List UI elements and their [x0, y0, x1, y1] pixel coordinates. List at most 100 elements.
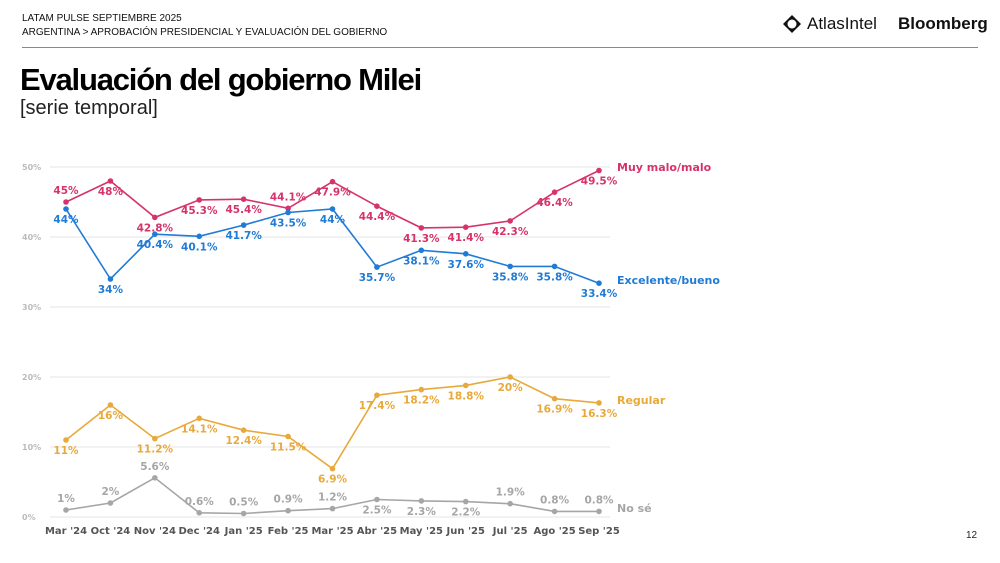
data-point — [462, 382, 469, 389]
atlasintel-diamond-icon — [783, 15, 801, 33]
x-tick-label: Jun '25 — [446, 526, 485, 537]
data-label: 44% — [320, 214, 346, 226]
data-point — [418, 225, 425, 231]
data-label: 2.3% — [407, 506, 437, 518]
data-label: 0.5% — [229, 497, 259, 509]
data-point — [374, 496, 380, 503]
data-label: 40.4% — [137, 239, 174, 251]
data-point — [107, 402, 114, 408]
data-label: 11.2% — [137, 444, 174, 456]
x-tick-label: Feb '25 — [268, 526, 309, 537]
data-point — [507, 500, 513, 507]
data-label: 11% — [53, 445, 79, 457]
data-label: 1.9% — [496, 487, 526, 499]
atlasintel-logo: AtlasIntel — [782, 14, 877, 34]
page-title: Evaluación del gobierno Milei — [20, 62, 422, 97]
data-label: 37.6% — [448, 259, 485, 271]
data-label: 1.2% — [318, 492, 348, 504]
data-point — [152, 231, 158, 237]
bloomberg-logo: Bloomberg — [898, 14, 988, 33]
data-label: 45% — [53, 185, 79, 197]
data-point — [418, 386, 425, 393]
data-point — [107, 276, 114, 282]
header-divider — [22, 47, 978, 48]
data-label: 35.7% — [359, 272, 396, 284]
y-tick-label: 10% — [22, 443, 41, 452]
data-label: 33.4% — [581, 288, 618, 300]
data-point — [462, 251, 469, 257]
data-point — [63, 199, 69, 205]
data-label: 45.3% — [181, 205, 218, 217]
data-label: 42.3% — [492, 226, 529, 238]
data-point — [240, 222, 247, 228]
data-label: 41.7% — [225, 230, 262, 242]
data-point — [462, 498, 469, 505]
data-label: 18.8% — [448, 390, 485, 402]
data-point — [152, 475, 158, 481]
y-tick-label: 20% — [22, 373, 41, 382]
data-label: 1% — [57, 493, 75, 505]
data-label: 48% — [98, 186, 124, 198]
data-point — [240, 510, 247, 517]
data-point — [196, 415, 203, 422]
y-tick-label: 30% — [22, 303, 41, 312]
y-tick-label: 40% — [22, 233, 41, 242]
data-point — [551, 508, 558, 515]
x-tick-label: Ago '25 — [533, 526, 575, 537]
data-label: 6.9% — [318, 474, 348, 486]
data-point — [63, 206, 69, 212]
data-point — [152, 435, 158, 442]
data-point — [551, 395, 558, 402]
data-point — [374, 264, 380, 270]
x-tick-label: May '25 — [400, 526, 443, 537]
data-label: 17.4% — [359, 400, 396, 412]
atlasintel-wordmark: AtlasIntel — [807, 14, 877, 33]
data-point — [329, 206, 336, 212]
data-label: 44% — [53, 214, 79, 226]
data-label: 34% — [98, 284, 124, 296]
x-tick-label: Dec '24 — [179, 526, 221, 537]
data-point — [462, 224, 469, 230]
page-subtitle: [serie temporal] — [20, 97, 158, 119]
data-label: 12.4% — [225, 435, 262, 447]
breadcrumb: ARGENTINA > APROBACIÓN PRESIDENCIAL Y EV… — [22, 27, 388, 38]
data-point — [63, 507, 69, 513]
series-label: Muy malo/malo — [617, 161, 712, 174]
data-label: 11.5% — [270, 442, 307, 454]
data-point — [107, 178, 114, 184]
data-label: 18.2% — [403, 395, 440, 407]
data-label: 35.8% — [536, 271, 573, 283]
data-label: 44.4% — [359, 211, 396, 223]
data-point — [596, 167, 602, 174]
data-point — [285, 205, 291, 212]
data-point — [551, 189, 558, 195]
data-point — [596, 280, 602, 287]
data-label: 16% — [98, 410, 124, 422]
data-point — [329, 505, 336, 512]
data-label: 42.8% — [137, 222, 174, 234]
data-label: 0.8% — [584, 494, 614, 506]
data-point — [418, 247, 425, 254]
data-label: 41.3% — [403, 233, 440, 245]
data-point — [196, 510, 203, 516]
data-label: 2.5% — [362, 505, 392, 517]
data-point — [329, 178, 336, 185]
data-label: 5.6% — [140, 461, 170, 473]
data-label: 16.3% — [581, 408, 618, 420]
data-point — [374, 392, 380, 399]
data-point — [285, 209, 291, 216]
data-point — [107, 500, 114, 506]
data-point — [63, 437, 69, 443]
data-point — [374, 203, 380, 209]
x-tick-label: Jul '25 — [492, 526, 528, 537]
data-point — [240, 427, 247, 434]
data-point — [418, 498, 425, 504]
data-point — [507, 218, 513, 224]
data-label: 0.8% — [540, 494, 570, 506]
data-label: 46.4% — [536, 197, 573, 209]
data-label: 0.6% — [185, 496, 215, 508]
series-label: No sé — [617, 502, 652, 515]
data-label: 38.1% — [403, 255, 440, 267]
